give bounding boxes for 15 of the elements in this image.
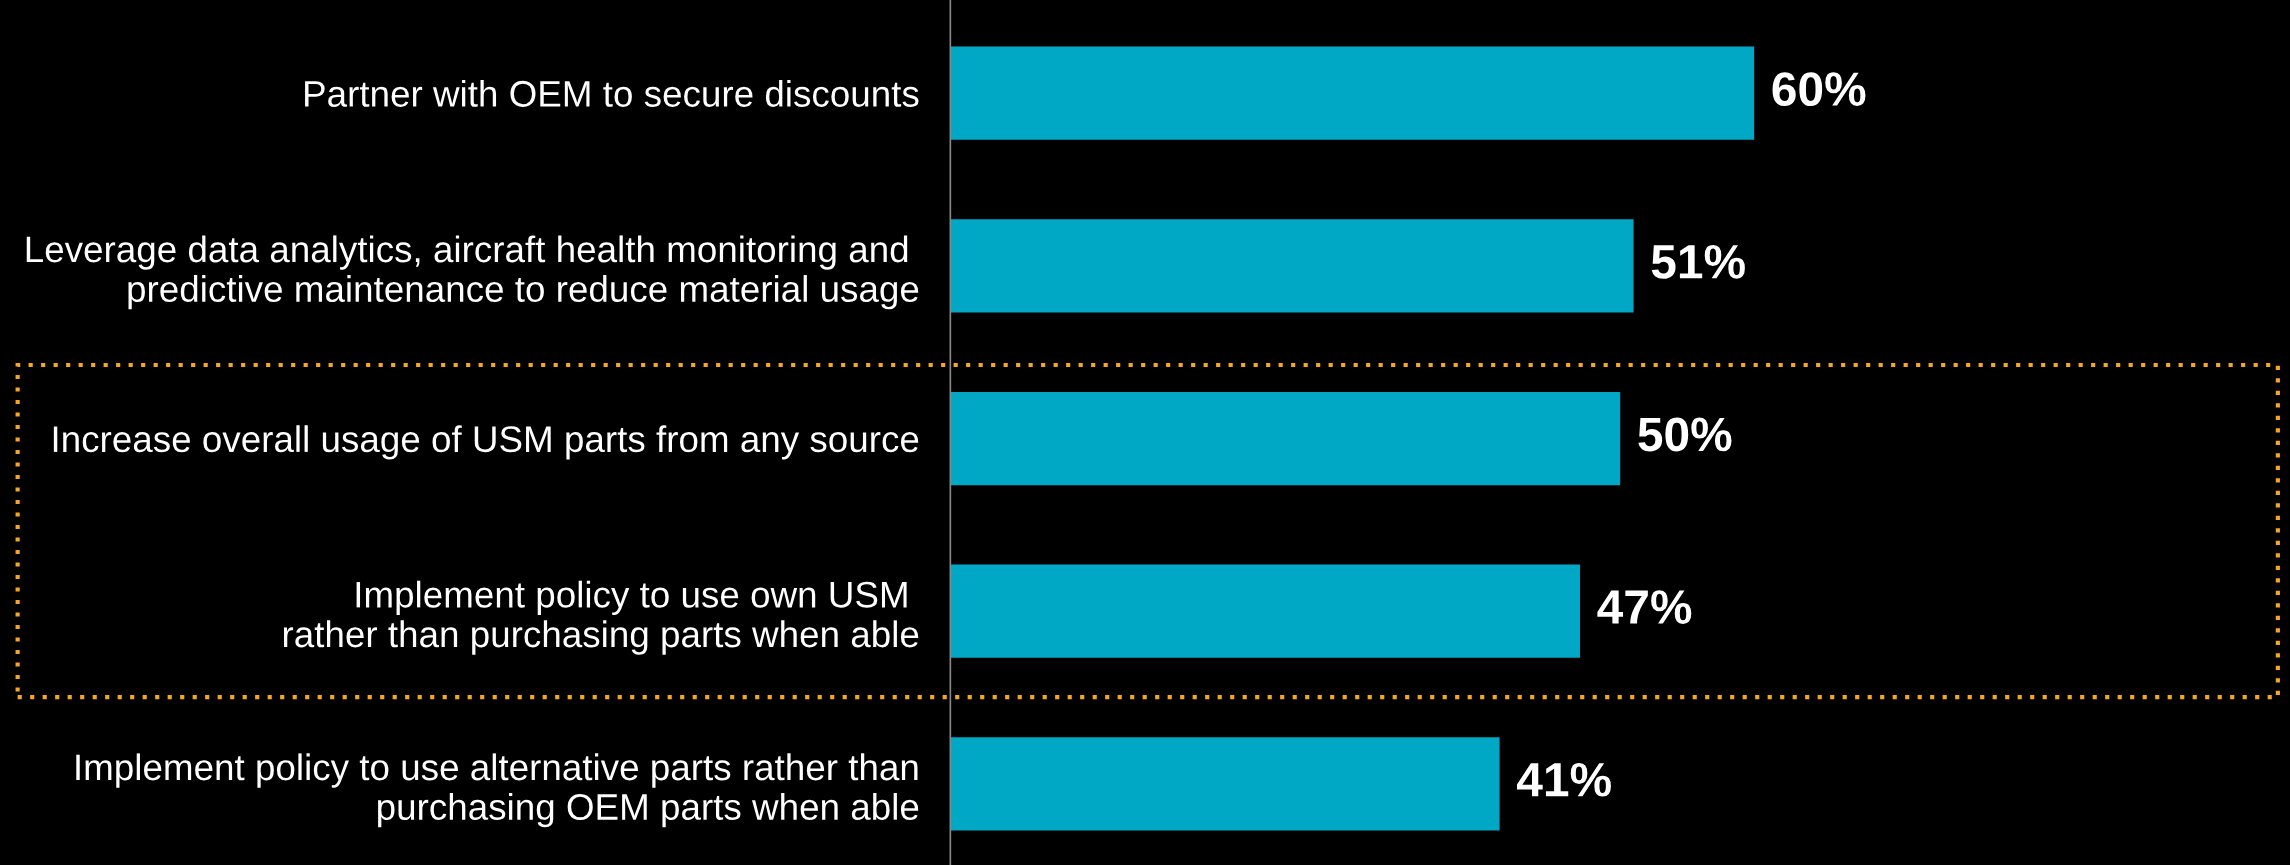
bar — [950, 564, 1580, 658]
y-tick-label: Increase overall usage of USM parts from any source — [53, 425, 919, 460]
y-tick-label: Implement policy to use own USM rather than purchasing parts when able — [283, 580, 919, 655]
bar — [950, 219, 1634, 313]
data-label: 47% — [1597, 590, 1692, 624]
y-tick-label: Partner with OEM to secure discounts — [305, 79, 919, 107]
bar — [950, 46, 1755, 140]
data-label: 50% — [1638, 417, 1732, 452]
data-label: 60% — [1772, 72, 1866, 107]
data-label: 41% — [1517, 762, 1611, 797]
bar — [950, 737, 1500, 831]
bar — [950, 391, 1621, 486]
y-tick-label: Implement policy to use alternative parts rather than purchasing OEM parts when able — [76, 753, 919, 828]
data-label: 51% — [1651, 244, 1745, 279]
y-tick-label: Leverage data analytics, aircraft health monitoring and predictive maintenance to reduce material usage — [26, 235, 919, 310]
